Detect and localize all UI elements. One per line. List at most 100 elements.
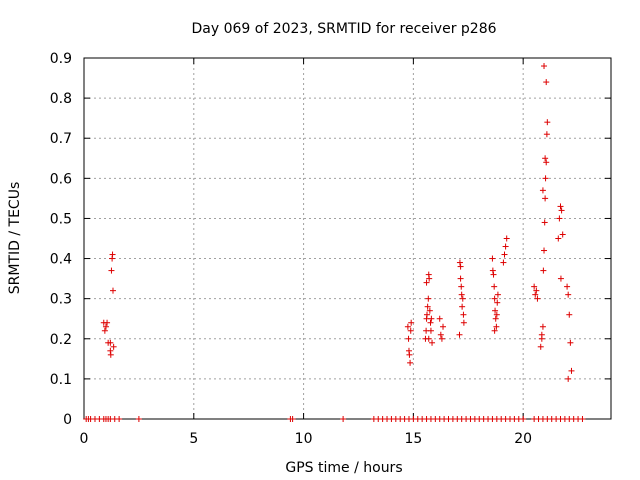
data-point <box>542 195 549 202</box>
data-point <box>457 275 464 282</box>
data-point <box>544 119 551 126</box>
x-tick-label: 20 <box>514 431 532 447</box>
x-tick-label: 5 <box>189 431 198 447</box>
data-point <box>538 331 545 338</box>
data-point <box>135 416 142 422</box>
data-point <box>110 343 117 350</box>
data-point <box>427 319 434 326</box>
data-point <box>425 295 432 302</box>
data-point <box>541 247 548 254</box>
data-point <box>489 267 496 274</box>
data-point <box>458 291 465 298</box>
data-point <box>531 283 538 290</box>
data-point <box>289 416 296 422</box>
grid-lines <box>84 58 611 419</box>
data-point <box>557 203 564 210</box>
data-point <box>503 235 510 242</box>
data-point <box>492 315 499 322</box>
data-point <box>340 416 347 422</box>
x-tick-label: 0 <box>80 431 89 447</box>
data-point <box>424 303 431 310</box>
data-point <box>541 219 548 226</box>
data-point <box>541 63 548 70</box>
plot-frame <box>83 57 612 420</box>
data-point <box>427 327 434 334</box>
y-tick-label: 0.3 <box>50 292 72 308</box>
data-point <box>520 416 527 422</box>
data-point <box>558 207 565 214</box>
data-point <box>492 307 499 314</box>
y-tick-label: 0.4 <box>50 252 72 268</box>
data-point <box>494 291 501 298</box>
data-point <box>500 259 507 266</box>
data-point <box>491 283 498 290</box>
data-point <box>533 287 540 294</box>
data-point <box>109 287 116 294</box>
data-point <box>501 251 508 258</box>
data-point <box>457 263 464 270</box>
axis-ticks <box>83 57 611 420</box>
data-point <box>428 315 435 322</box>
data-point <box>557 275 564 282</box>
data-point <box>567 339 574 346</box>
data-point <box>440 323 447 330</box>
data-point <box>458 283 465 290</box>
data-point <box>438 335 445 342</box>
data-point <box>565 291 572 298</box>
y-tick-label: 0.1 <box>50 372 72 388</box>
data-point <box>566 311 573 318</box>
data-point <box>542 155 549 162</box>
y-tick-labels: 0 0.1 0.2 0.3 0.4 0.5 0.6 0.7 0.8 0.9 <box>50 51 72 428</box>
data-point <box>407 359 414 366</box>
data-point <box>459 303 466 310</box>
data-point <box>459 295 466 302</box>
data-point <box>579 416 586 422</box>
data-point <box>107 347 114 354</box>
data-point <box>565 375 572 382</box>
data-point <box>404 323 411 330</box>
data-point <box>491 327 498 334</box>
y-tick-label: 0.7 <box>50 131 72 147</box>
data-point <box>540 267 547 274</box>
data-point <box>109 251 116 258</box>
data-point <box>539 323 546 330</box>
data-point <box>426 275 433 282</box>
data-point <box>543 79 550 86</box>
data-point <box>555 235 562 242</box>
data-point <box>489 255 496 262</box>
x-tick-labels: 0 5 10 15 20 <box>80 431 533 447</box>
data-point <box>456 259 463 266</box>
data-point <box>460 319 467 326</box>
y-tick-label: 0 <box>63 412 72 428</box>
data-point <box>493 311 500 318</box>
data-point <box>101 327 108 334</box>
data-point <box>532 291 539 298</box>
data-point <box>494 299 501 306</box>
y-tick-label: 0.9 <box>50 51 72 67</box>
data-point <box>542 175 549 182</box>
data-point <box>437 331 444 338</box>
y-axis-title: SRMTID / TECUs <box>7 182 23 295</box>
data-point <box>406 351 413 358</box>
chart-title: Day 069 of 2023, SRMTID for receiver p28… <box>191 21 496 37</box>
x-tick-label: 10 <box>295 431 313 447</box>
data-point <box>491 295 498 302</box>
data-point <box>408 319 415 326</box>
data-point <box>490 271 497 278</box>
data-point <box>502 243 509 250</box>
data-point <box>543 131 550 138</box>
y-tick-label: 0.8 <box>50 91 72 107</box>
data-point <box>104 319 111 326</box>
data-point <box>107 339 114 346</box>
data-point <box>407 327 414 334</box>
data-point <box>568 367 575 374</box>
data-point <box>108 267 115 274</box>
data-point <box>426 307 433 314</box>
data-point <box>559 231 566 238</box>
y-tick-label: 0.6 <box>50 171 72 187</box>
data-point <box>556 215 563 222</box>
data-point <box>456 331 463 338</box>
data-point <box>493 323 500 330</box>
y-tick-label: 0.2 <box>50 332 72 348</box>
